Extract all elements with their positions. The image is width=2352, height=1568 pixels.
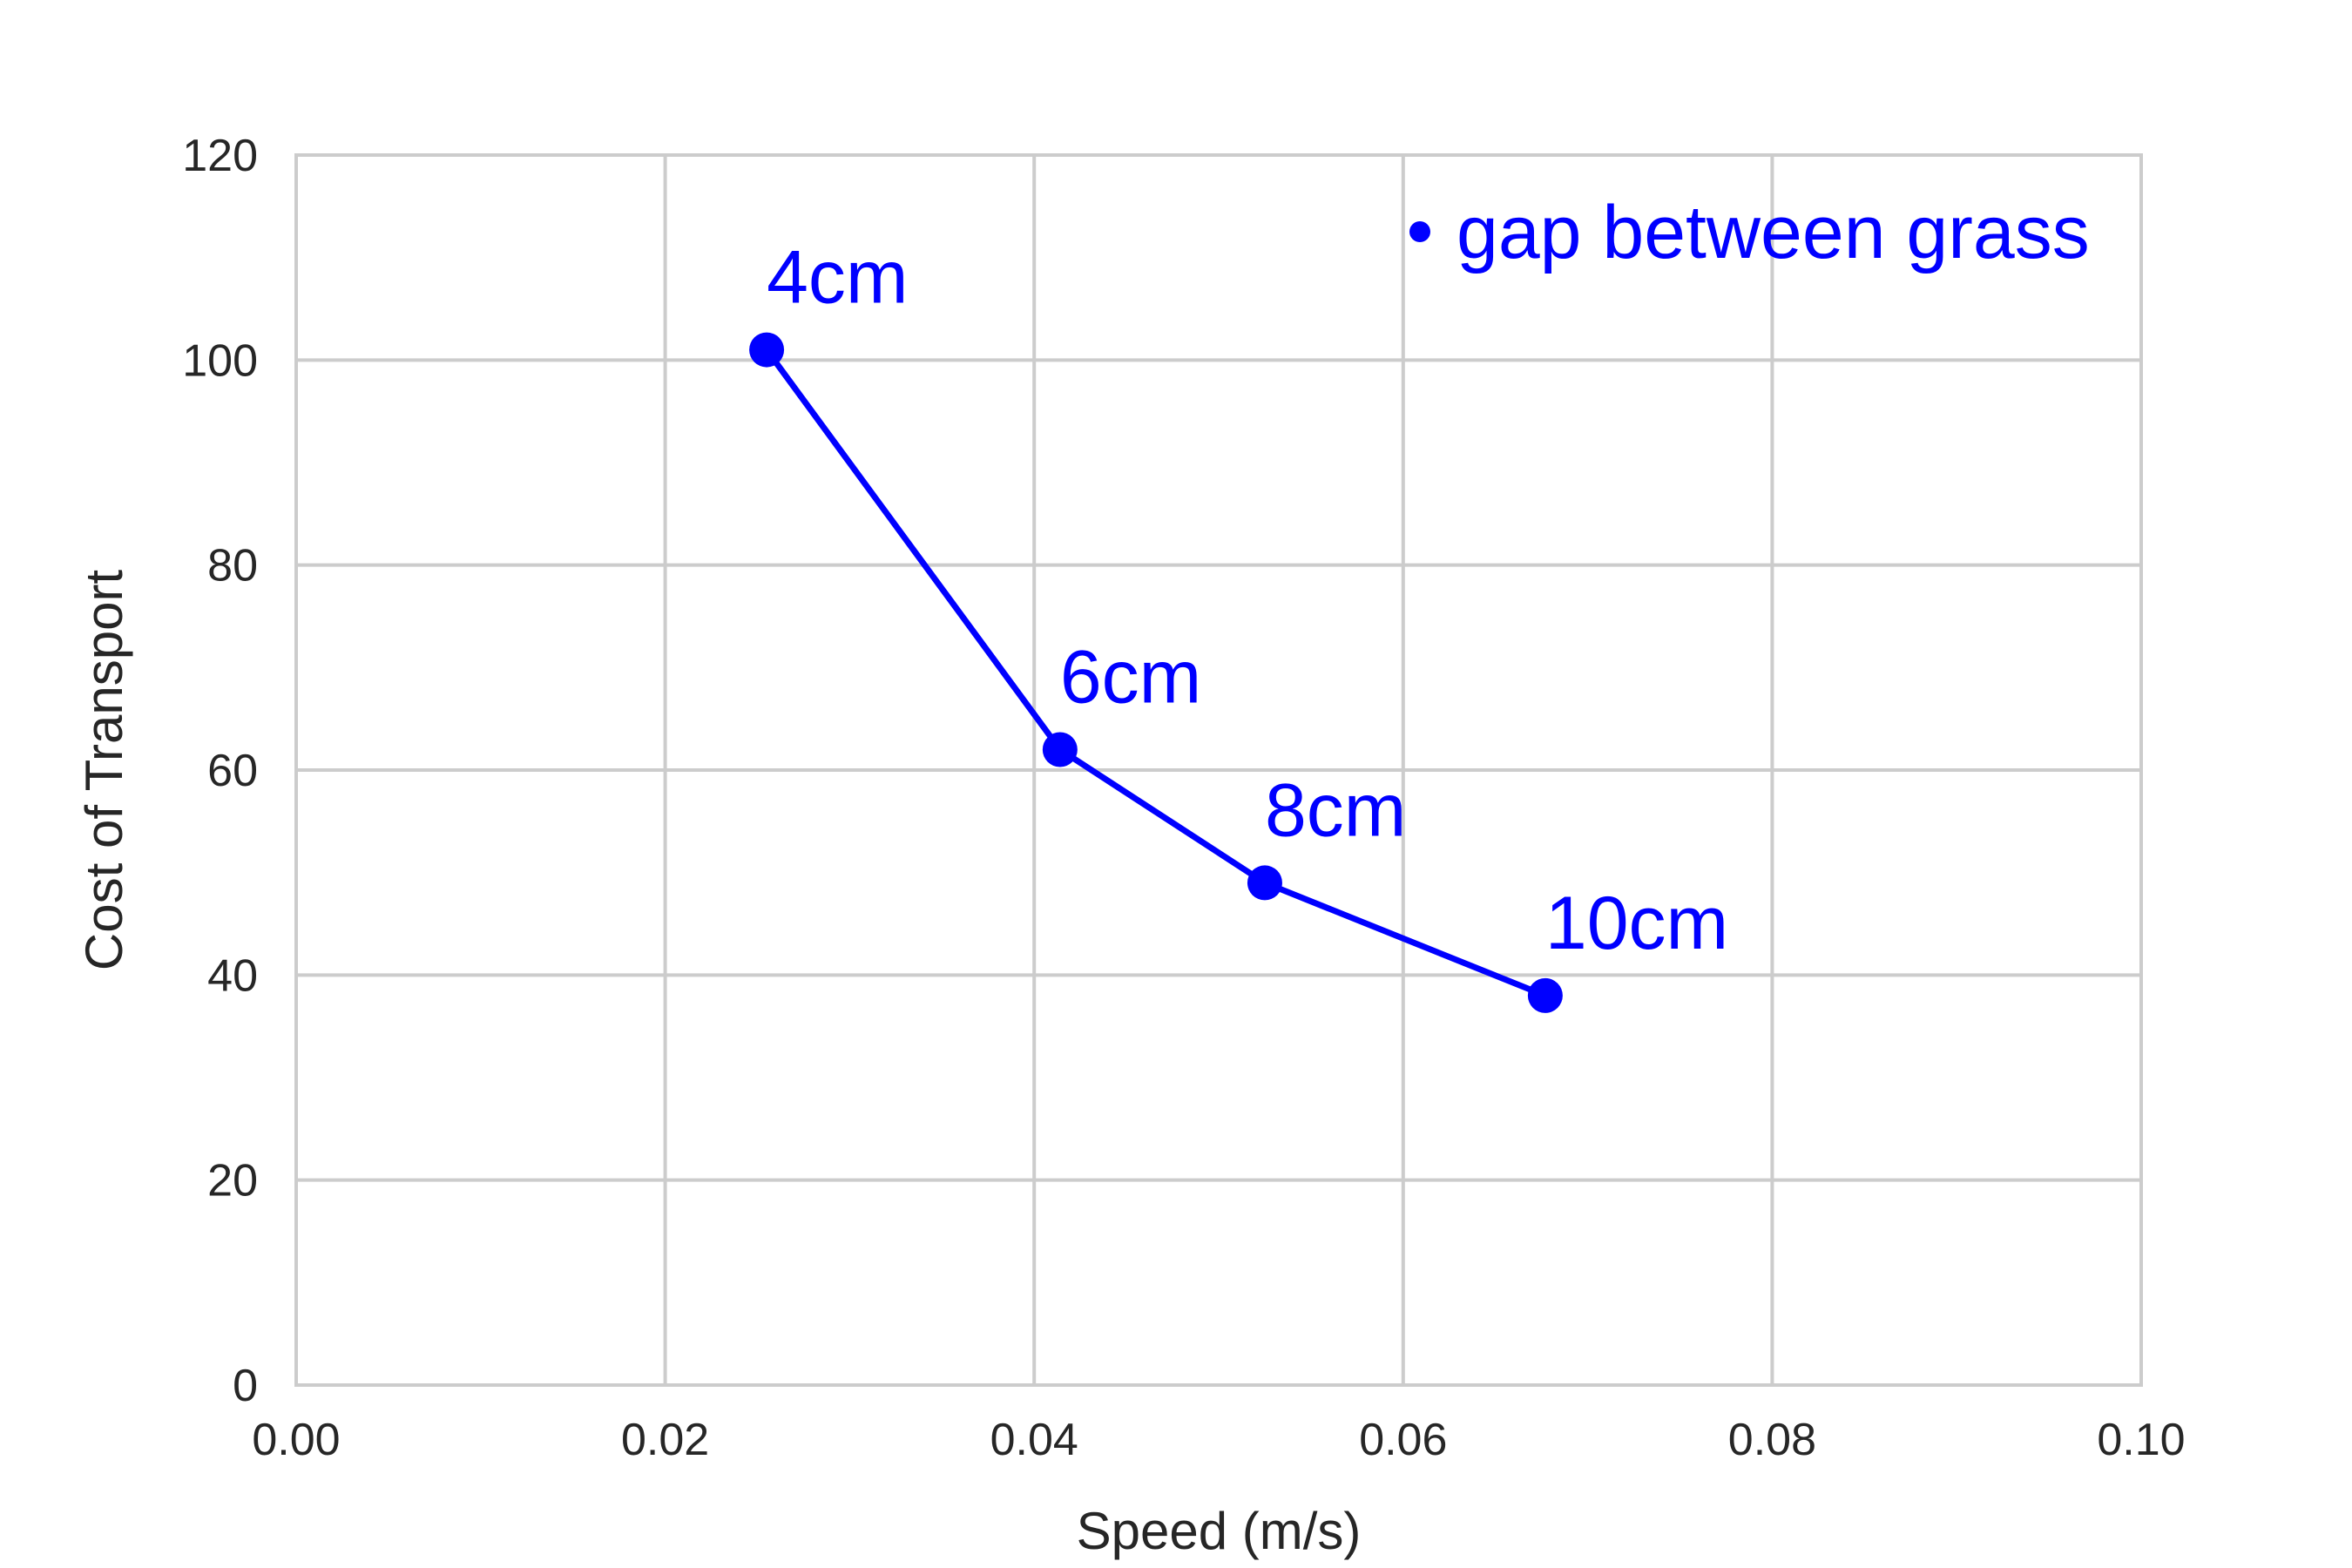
point-label: 6cm <box>1060 635 1201 719</box>
tick-labels: 0.00 0.02 0.04 0.06 0.08 0.10 0 20 40 60 80 100 120 <box>182 131 2185 1465</box>
plot-frame <box>294 153 2143 1387</box>
y-tick-label: 100 <box>182 335 258 386</box>
series-layer: 4cm 6cm 8cm 10cm <box>749 236 1728 1013</box>
data-point <box>1527 977 1563 1013</box>
legend-marker <box>1409 221 1430 242</box>
y-tick-label: 80 <box>207 541 258 591</box>
point-label: 10cm <box>1545 882 1728 965</box>
legend-label: gap between grass <box>1456 191 2090 274</box>
y-tick-label: 60 <box>207 746 258 796</box>
series-line <box>764 348 1547 999</box>
y-tick-label: 40 <box>207 950 258 1001</box>
point-label: 8cm <box>1265 768 1406 852</box>
x-tick-label: 0.06 <box>1359 1415 1447 1465</box>
grid-lines <box>294 153 2143 1387</box>
x-tick-label: 0.08 <box>1728 1415 1816 1465</box>
y-tick-label: 120 <box>182 131 258 181</box>
data-point <box>1247 865 1282 901</box>
y-tick-label: 20 <box>207 1156 258 1206</box>
x-tick-label: 0.04 <box>990 1415 1078 1465</box>
x-tick-label: 0.10 <box>2097 1415 2185 1465</box>
legend: gap between grass <box>1409 191 2090 274</box>
x-tick-label: 0.00 <box>252 1415 340 1465</box>
point-label: 4cm <box>767 236 908 320</box>
data-point <box>749 332 785 368</box>
y-tick-label: 0 <box>233 1361 258 1411</box>
y-axis-title: Cost of Transport <box>75 570 133 971</box>
data-point <box>1042 732 1078 767</box>
x-axis-title: Speed (m/s) <box>1077 1502 1362 1560</box>
x-tick-label: 0.02 <box>621 1415 709 1465</box>
